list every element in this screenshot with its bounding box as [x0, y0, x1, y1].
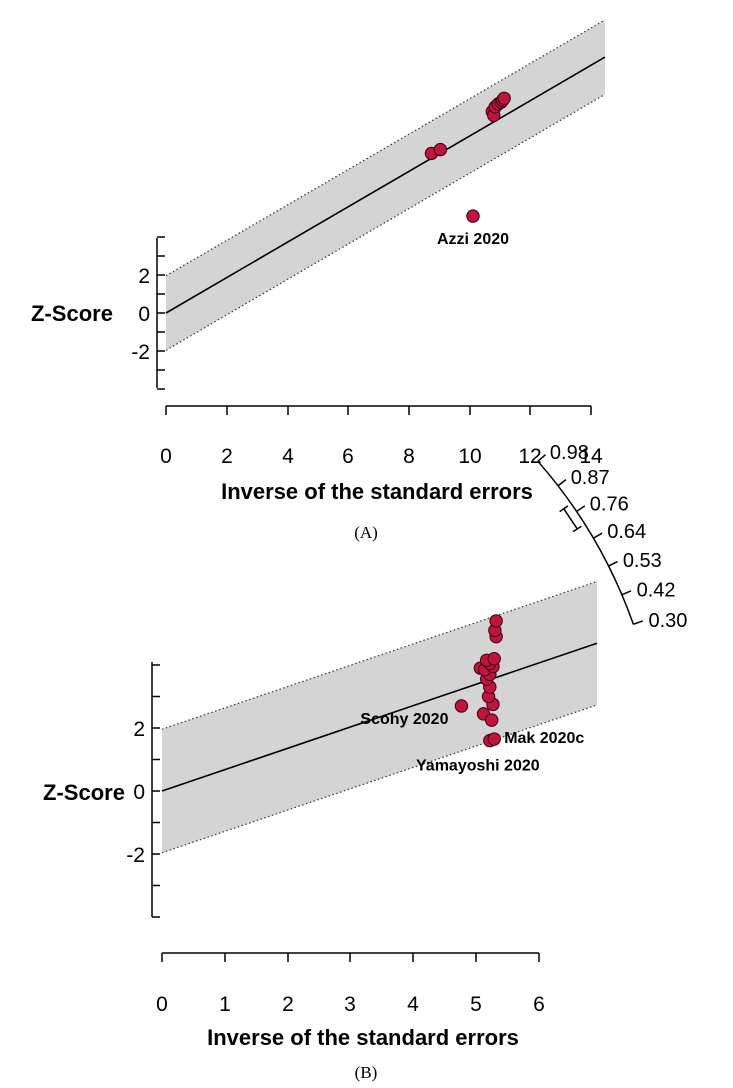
- band-upper-line: [165, 19, 606, 277]
- study-point: [487, 652, 501, 666]
- radial-scale-label: 0.53: [623, 550, 662, 572]
- band-lower-line: [165, 93, 606, 351]
- radial-scale-tick: [593, 532, 603, 539]
- study-label: Azzi 2020: [437, 231, 509, 248]
- radial-scale-tick: [621, 590, 632, 596]
- radial-scale-label: 0.87: [571, 467, 610, 489]
- radial-scale-tick: [608, 560, 618, 567]
- y-tick-label: -2: [131, 341, 150, 364]
- radial-scale-label: 0.42: [637, 579, 676, 601]
- x-tick-label: 5: [470, 993, 482, 1016]
- y-tick-label: 2: [133, 718, 145, 741]
- regression-line: [165, 56, 606, 314]
- regression-line: [161, 642, 598, 792]
- radial-scale-label: 0.30: [648, 610, 687, 632]
- y-axis-title: Z-Score: [31, 301, 113, 326]
- x-tick-label: 4: [407, 993, 419, 1016]
- pooled-ci-cap: [572, 525, 582, 533]
- y-axis-title: Z-Score: [43, 780, 125, 805]
- study-label: Scohy 2020: [360, 711, 448, 728]
- study-label: Yamayoshi 2020: [416, 758, 540, 775]
- x-tick-label: 14: [579, 445, 603, 468]
- x-tick-label: 2: [221, 445, 233, 468]
- x-tick-label: 4: [282, 445, 294, 468]
- panel-caption: (B): [355, 1063, 378, 1082]
- pooled-ci-marker: [563, 508, 578, 530]
- pooled-ci-cap: [559, 505, 569, 513]
- radial-scale-label: 0.76: [590, 493, 629, 515]
- study-label: Mak 2020c: [504, 730, 584, 747]
- radial-scale-label: 0.98: [550, 442, 589, 464]
- y-tick-label: 0: [138, 303, 150, 326]
- x-tick-label: 2: [282, 993, 294, 1016]
- study-point: [487, 732, 501, 746]
- radial-scale-tick: [557, 479, 567, 487]
- x-tick-label: 12: [518, 445, 541, 468]
- x-tick-label: 0: [156, 993, 168, 1016]
- study-point: [489, 614, 503, 628]
- study-point: [433, 142, 448, 157]
- radial-scale-label: 0.64: [607, 521, 646, 543]
- x-tick-label: 8: [403, 445, 415, 468]
- panel-a: 2 0 -2 Z-Score 0 2 4 6 8 10 12 14 Inverse of the sta…: [31, 19, 606, 542]
- study-point: [497, 91, 511, 106]
- radial-scale-tick: [537, 454, 546, 462]
- x-tick-label: 10: [458, 445, 481, 468]
- study-point: [454, 699, 469, 713]
- study-point: [485, 713, 499, 727]
- radial-scale-arc: [537, 460, 635, 625]
- x-axis-title: Inverse of the standard errors: [207, 1025, 519, 1050]
- x-tick-label: 3: [344, 993, 356, 1016]
- x-axis-title: Inverse of the standard errors: [221, 479, 533, 504]
- y-tick-label: -2: [126, 844, 145, 867]
- x-tick-label: 1: [219, 993, 231, 1016]
- x-tick-label: 6: [342, 445, 354, 468]
- radial-scale-tick: [633, 620, 644, 625]
- band-lower-line: [161, 704, 598, 854]
- x-tick-label: 0: [160, 445, 172, 468]
- radial-scale-tick: [576, 505, 586, 513]
- y-tick-label: 2: [138, 265, 150, 288]
- study-point: [466, 209, 480, 223]
- band-upper-line: [161, 580, 598, 730]
- panel-caption: (A): [354, 523, 378, 542]
- x-tick-label: 6: [533, 993, 545, 1016]
- y-tick-label: 0: [133, 781, 145, 804]
